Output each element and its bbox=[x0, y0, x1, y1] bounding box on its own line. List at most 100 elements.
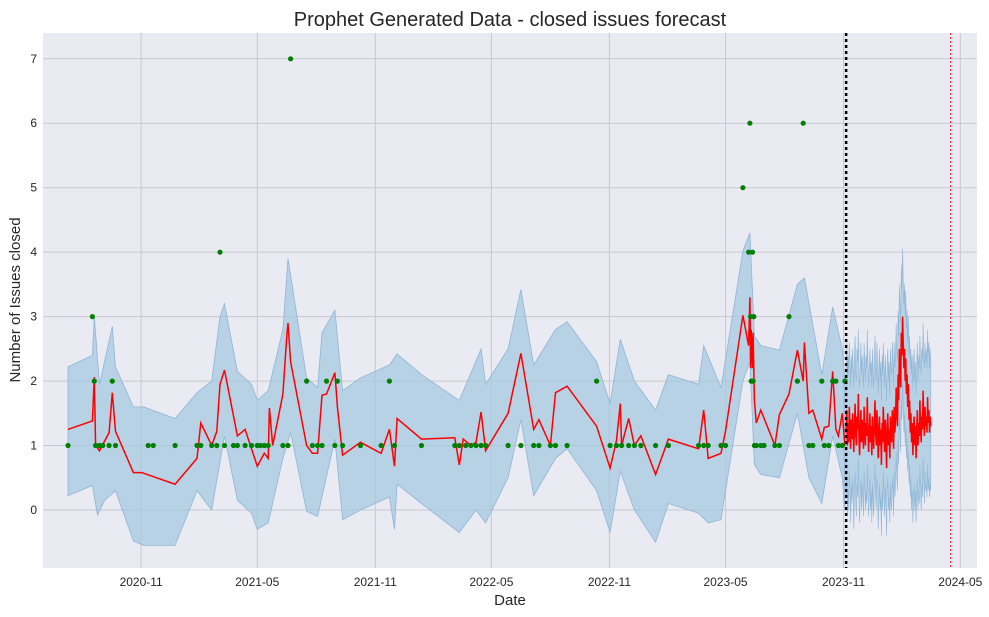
actual-point bbox=[112, 442, 119, 449]
actual-point bbox=[456, 442, 462, 449]
actual-point bbox=[750, 378, 756, 384]
actual-point bbox=[833, 378, 839, 384]
actual-point bbox=[319, 442, 325, 449]
actual-point bbox=[65, 442, 71, 449]
actual-point bbox=[261, 442, 267, 449]
actual-point bbox=[536, 442, 542, 449]
actual-point bbox=[638, 442, 644, 449]
forecast-line-historical bbox=[67, 297, 846, 486]
actual-point bbox=[747, 120, 753, 126]
actual-point bbox=[334, 378, 340, 384]
actual-point bbox=[794, 378, 801, 384]
actual-point bbox=[696, 442, 702, 449]
actual-point bbox=[145, 442, 151, 449]
actual-point bbox=[821, 442, 827, 449]
actual-point bbox=[478, 442, 484, 449]
actual-point bbox=[826, 442, 832, 449]
actual-point bbox=[288, 56, 294, 62]
y-tick-label: 1 bbox=[30, 439, 37, 453]
actual-point bbox=[746, 249, 752, 255]
y-axis-label: Number of Issues closed bbox=[7, 217, 24, 382]
actual-point bbox=[93, 442, 99, 449]
actual-point bbox=[217, 249, 223, 255]
y-tick-label: 6 bbox=[30, 116, 37, 130]
actual-point bbox=[505, 442, 511, 449]
y-tick-label: 3 bbox=[30, 310, 37, 324]
actual-point bbox=[740, 185, 746, 191]
forecast-markers bbox=[844, 33, 952, 568]
actual-point bbox=[722, 442, 729, 449]
y-tick-label: 4 bbox=[30, 245, 37, 259]
x-tick-label: 2023-05 bbox=[704, 575, 748, 589]
actual-point bbox=[819, 378, 825, 384]
x-tick-label: 2021-11 bbox=[354, 575, 397, 589]
actual-point bbox=[332, 442, 338, 449]
y-tick-labels: 0 1 2 3 4 5 6 7 bbox=[30, 52, 37, 517]
actual-point bbox=[751, 314, 757, 320]
actual-point bbox=[786, 314, 792, 320]
actual-point bbox=[552, 442, 559, 449]
actual-point bbox=[835, 442, 842, 449]
actual-point bbox=[564, 442, 570, 449]
actual-point bbox=[194, 442, 200, 449]
x-tick-label: 2022-11 bbox=[588, 575, 631, 589]
actual-point bbox=[221, 442, 228, 449]
actual-point bbox=[718, 442, 724, 449]
actual-point bbox=[309, 442, 315, 449]
actual-point bbox=[839, 442, 845, 449]
x-tick-label: 2022-05 bbox=[469, 575, 513, 589]
actual-point bbox=[463, 442, 469, 449]
y-tick-label: 5 bbox=[30, 181, 37, 195]
actual-point bbox=[594, 378, 600, 384]
actual-point bbox=[806, 442, 812, 449]
actual-point bbox=[198, 442, 204, 449]
actual-point bbox=[89, 314, 95, 320]
actual-point bbox=[473, 442, 479, 449]
actual-point bbox=[280, 442, 286, 449]
y-tick-label: 0 bbox=[30, 503, 37, 517]
actual-point bbox=[800, 120, 806, 126]
x-tick-label: 2021-05 bbox=[235, 575, 279, 589]
actual-point bbox=[452, 442, 458, 449]
actual-point bbox=[607, 442, 613, 449]
actual-point bbox=[214, 442, 220, 449]
actual-point bbox=[483, 442, 489, 449]
actual-point bbox=[626, 442, 632, 449]
actual-point bbox=[772, 442, 778, 449]
actual-point bbox=[761, 442, 767, 449]
actual-point bbox=[653, 442, 659, 449]
actual-point bbox=[547, 442, 554, 449]
chart-title: Prophet Generated Data - closed issues f… bbox=[294, 9, 727, 31]
x-tick-label: 2020-11 bbox=[120, 575, 163, 589]
actual-point bbox=[391, 442, 398, 449]
forecast-line-future bbox=[845, 316, 932, 469]
actual-point bbox=[518, 442, 524, 449]
actual-point bbox=[378, 442, 384, 449]
actual-point bbox=[340, 442, 346, 449]
actual-point bbox=[705, 442, 711, 449]
actual-point bbox=[242, 442, 248, 449]
actual-point bbox=[468, 442, 474, 449]
actual-point bbox=[613, 442, 620, 449]
forecast-lines bbox=[67, 297, 932, 486]
actual-point bbox=[257, 442, 264, 449]
actual-point bbox=[357, 442, 364, 449]
actual-point bbox=[234, 442, 240, 449]
actual-point bbox=[631, 442, 638, 449]
y-tick-label: 2 bbox=[30, 374, 37, 388]
actual-point bbox=[323, 378, 330, 384]
uncertainty-band-future bbox=[845, 248, 932, 536]
x-tick-labels: 2020-11 2021-05 2021-11 2022-05 2022-11 2023-… bbox=[120, 575, 983, 589]
actual-point bbox=[150, 442, 156, 449]
actual-point bbox=[665, 442, 672, 449]
actual-point bbox=[209, 442, 215, 449]
actual-points bbox=[65, 56, 848, 449]
actual-point bbox=[265, 442, 271, 449]
actual-point bbox=[109, 378, 115, 384]
actual-point bbox=[172, 442, 178, 449]
actual-point bbox=[749, 249, 756, 255]
actual-point bbox=[248, 442, 255, 449]
actual-point bbox=[531, 442, 537, 449]
actual-point bbox=[91, 378, 97, 384]
